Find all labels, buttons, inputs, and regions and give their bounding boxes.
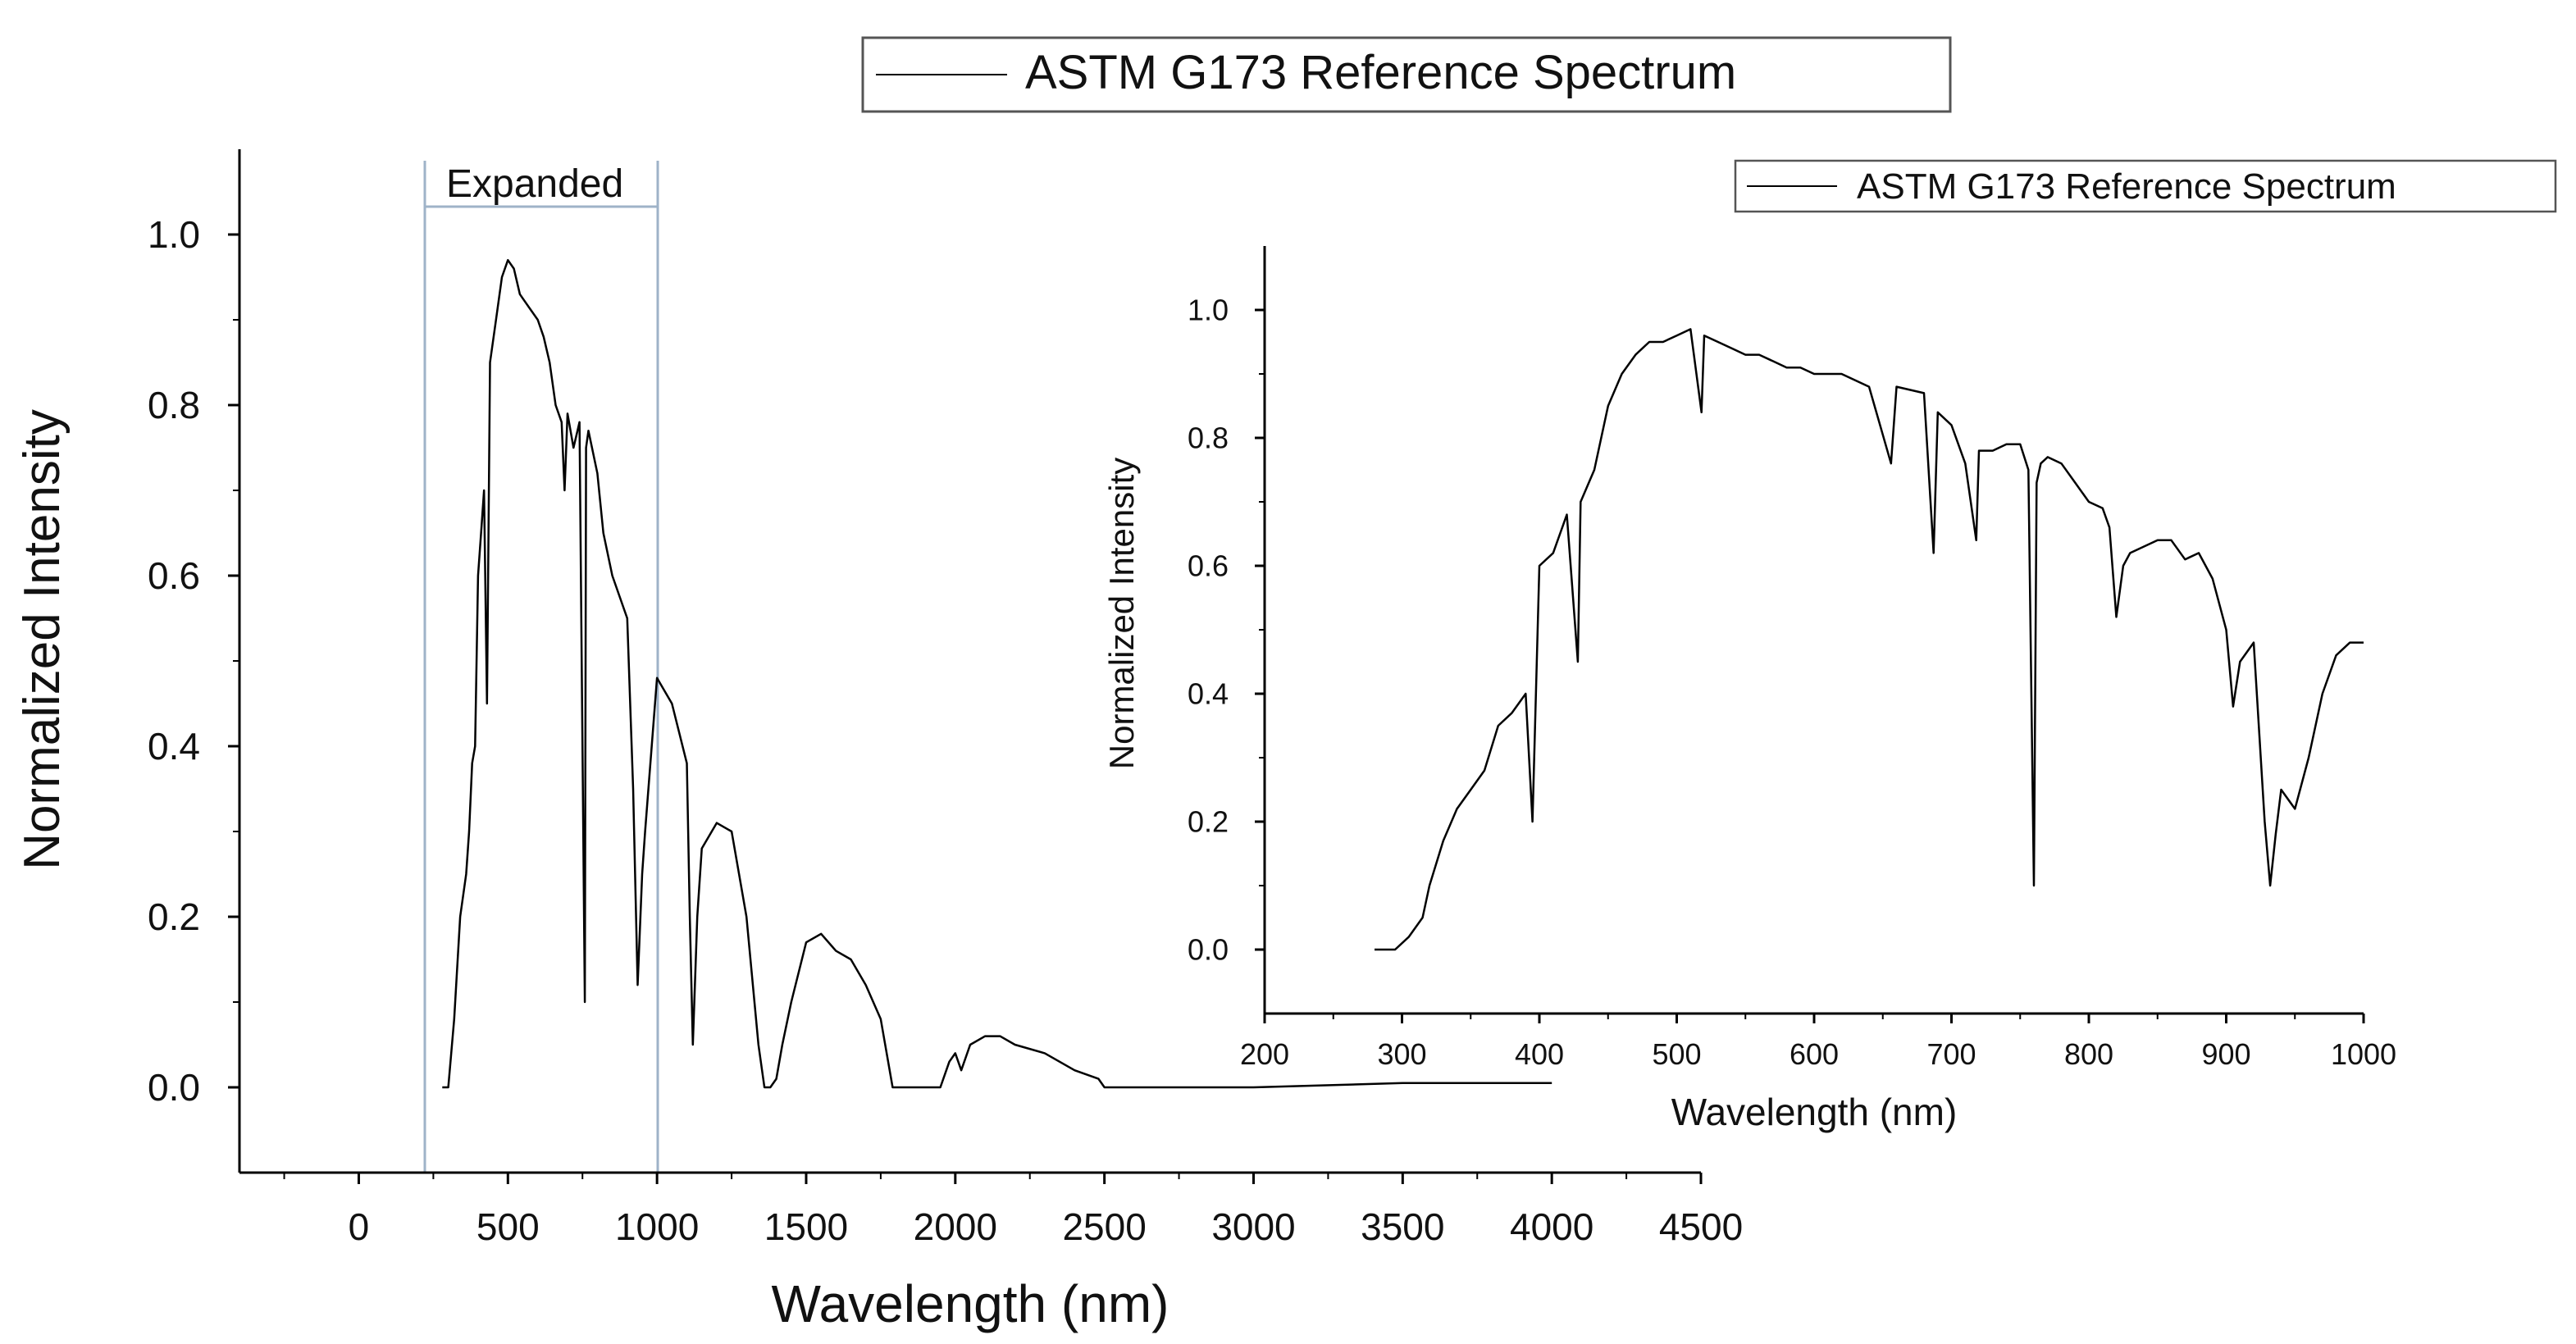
main-x-label: Wavelength (nm) — [772, 1274, 1169, 1333]
inset-x-tick-label-5: 700 — [1926, 1037, 1976, 1071]
main-legend: ASTM G173 Reference Spectrum — [861, 36, 1952, 113]
inset-x-tick-label-4: 600 — [1790, 1037, 1839, 1071]
main-legend-box — [861, 36, 1952, 113]
main-spectrum-line — [442, 258, 1552, 1089]
main-y-label: Normalized Intensity — [14, 409, 71, 870]
inset-x-tick-label-3: 500 — [1652, 1037, 1701, 1071]
main-x-tick-label-9: 4500 — [1659, 1205, 1743, 1248]
main-x-tick-label-6: 3000 — [1211, 1205, 1295, 1248]
inset-y-ticks: 0.0 0.2 0.4 0.6 0.8 1.0 — [1188, 294, 1265, 967]
inset-legend-label: ASTM G173 Reference Spectrum — [1857, 166, 2396, 207]
inset-y-tick-label-0: 0.0 — [1188, 933, 1229, 967]
expanded-region: Expanded — [423, 161, 659, 1173]
inset-x-tick-label-8: 1000 — [2331, 1037, 2396, 1071]
inset-y-tick-label-2: 0.4 — [1188, 677, 1229, 711]
inset-x-tick-label-1: 300 — [1377, 1037, 1426, 1071]
inset-y-label: Normalized Intensity — [1102, 458, 1141, 769]
inset-chart: ASTM G173 Reference Spectrum 0.00.20.40.… — [1102, 159, 2557, 1133]
main-x-tick-label-5: 2500 — [1062, 1205, 1146, 1248]
main-y-tick-label-4: 0.8 — [148, 384, 200, 426]
main-y-tick-label-2: 0.4 — [148, 725, 200, 768]
main-y-tick-label-3: 0.6 — [148, 554, 200, 597]
main-x-tick-label-4: 2000 — [914, 1205, 997, 1248]
inset-x-tick-label-2: 400 — [1515, 1037, 1564, 1071]
main-x-tick-label-2: 1000 — [615, 1205, 699, 1248]
inset-x-tick-label-0: 200 — [1240, 1037, 1289, 1071]
main-chart: ASTM G173 Reference Spectrum Expanded 0.… — [14, 36, 1952, 1333]
inset-legend: ASTM G173 Reference Spectrum — [1734, 159, 2557, 213]
inset-x-tick-label-7: 900 — [2201, 1037, 2250, 1071]
main-x-ticks: 0 500 1000 1500 2000 2500 3000 3500 4000 4500 — [283, 1173, 1743, 1248]
main-legend-label: ASTM G173 Reference Spectrum — [1025, 46, 1736, 99]
main-x-tick-label-3: 1500 — [764, 1205, 848, 1248]
main-y-tick-label-0: 0.0 — [148, 1066, 200, 1109]
inset-x-ticks: 200 300 400 500 600 700 800 900 1000 — [1240, 1014, 2396, 1071]
main-y-tick-label-1: 0.2 — [148, 895, 200, 938]
expanded-label: Expanded — [446, 162, 623, 206]
inset-y-tick-label-3: 0.6 — [1188, 549, 1229, 583]
main-x-tick-label-7: 3500 — [1361, 1205, 1444, 1248]
inset-x-label: Wavelength (nm) — [1671, 1091, 1958, 1133]
inset-y-tick-label-5: 1.0 — [1188, 294, 1229, 327]
inset-y-tick-label-4: 0.8 — [1188, 421, 1229, 455]
main-x-tick-label-1: 500 — [476, 1205, 540, 1248]
main-x-tick-label-0: 0 — [349, 1205, 370, 1248]
inset-y-tick-label-1: 0.2 — [1188, 805, 1229, 839]
inset-x-tick-label-6: 800 — [2064, 1037, 2113, 1071]
main-y-tick-label-5: 1.0 — [148, 213, 200, 256]
main-y-ticks: 0.0 0.2 0.4 0.6 0.8 1.0 — [148, 213, 239, 1109]
main-x-tick-label-8: 4000 — [1510, 1205, 1593, 1248]
inset-spectrum-line — [1375, 328, 2364, 951]
inset-legend-box — [1734, 159, 2557, 213]
